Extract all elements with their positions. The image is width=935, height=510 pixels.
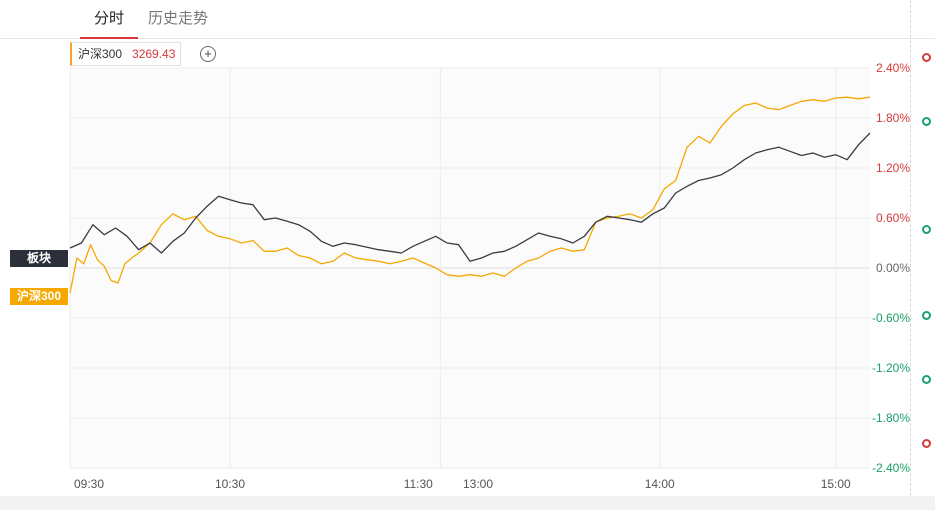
legend-series-name: 沪深300	[78, 47, 123, 61]
y-tick-label: -1.80%	[872, 411, 910, 425]
tab-bar: 分时 历史走势	[0, 0, 935, 39]
y-tick-label: 0.60%	[876, 211, 910, 225]
tab-history[interactable]: 历史走势	[148, 10, 209, 27]
side-rail	[910, 0, 912, 496]
side-marker-6[interactable]	[922, 439, 931, 448]
badge-index: 沪深300	[10, 288, 68, 305]
y-tick-label: 1.20%	[876, 161, 910, 175]
chart-legend: 沪深300 3269.43	[70, 42, 182, 66]
add-compare-button[interactable]: +	[200, 46, 216, 62]
y-tick-label: 1.80%	[876, 111, 910, 125]
y-tick-label: -1.20%	[872, 361, 910, 375]
side-marker-4[interactable]	[922, 311, 931, 320]
series-line-index	[69, 96, 871, 294]
tab-intraday[interactable]: 分时	[80, 0, 138, 39]
side-marker-5[interactable]	[922, 375, 931, 384]
side-marker-3[interactable]	[922, 225, 931, 234]
side-marker-2[interactable]	[922, 117, 931, 126]
x-tick-label: 15:00	[821, 477, 851, 491]
x-tick-label: 14:00	[645, 477, 675, 491]
x-tick-label: 10:30	[215, 477, 245, 491]
x-tick-label: 13:00	[463, 477, 493, 491]
y-tick-label: -2.40%	[872, 461, 910, 475]
x-tick-label: 11:30	[404, 477, 433, 491]
x-tick-label: 09:30	[74, 477, 104, 491]
y-tick-label: 2.40%	[876, 61, 910, 75]
series-line-sector	[69, 132, 871, 262]
y-tick-label: 0.00%	[876, 261, 910, 275]
badge-sector: 板块	[10, 250, 68, 267]
bottom-strip	[0, 496, 935, 510]
y-tick-label: -0.60%	[872, 311, 910, 325]
side-marker-1[interactable]	[922, 53, 931, 62]
legend-series-value: 3269.43	[132, 47, 176, 61]
